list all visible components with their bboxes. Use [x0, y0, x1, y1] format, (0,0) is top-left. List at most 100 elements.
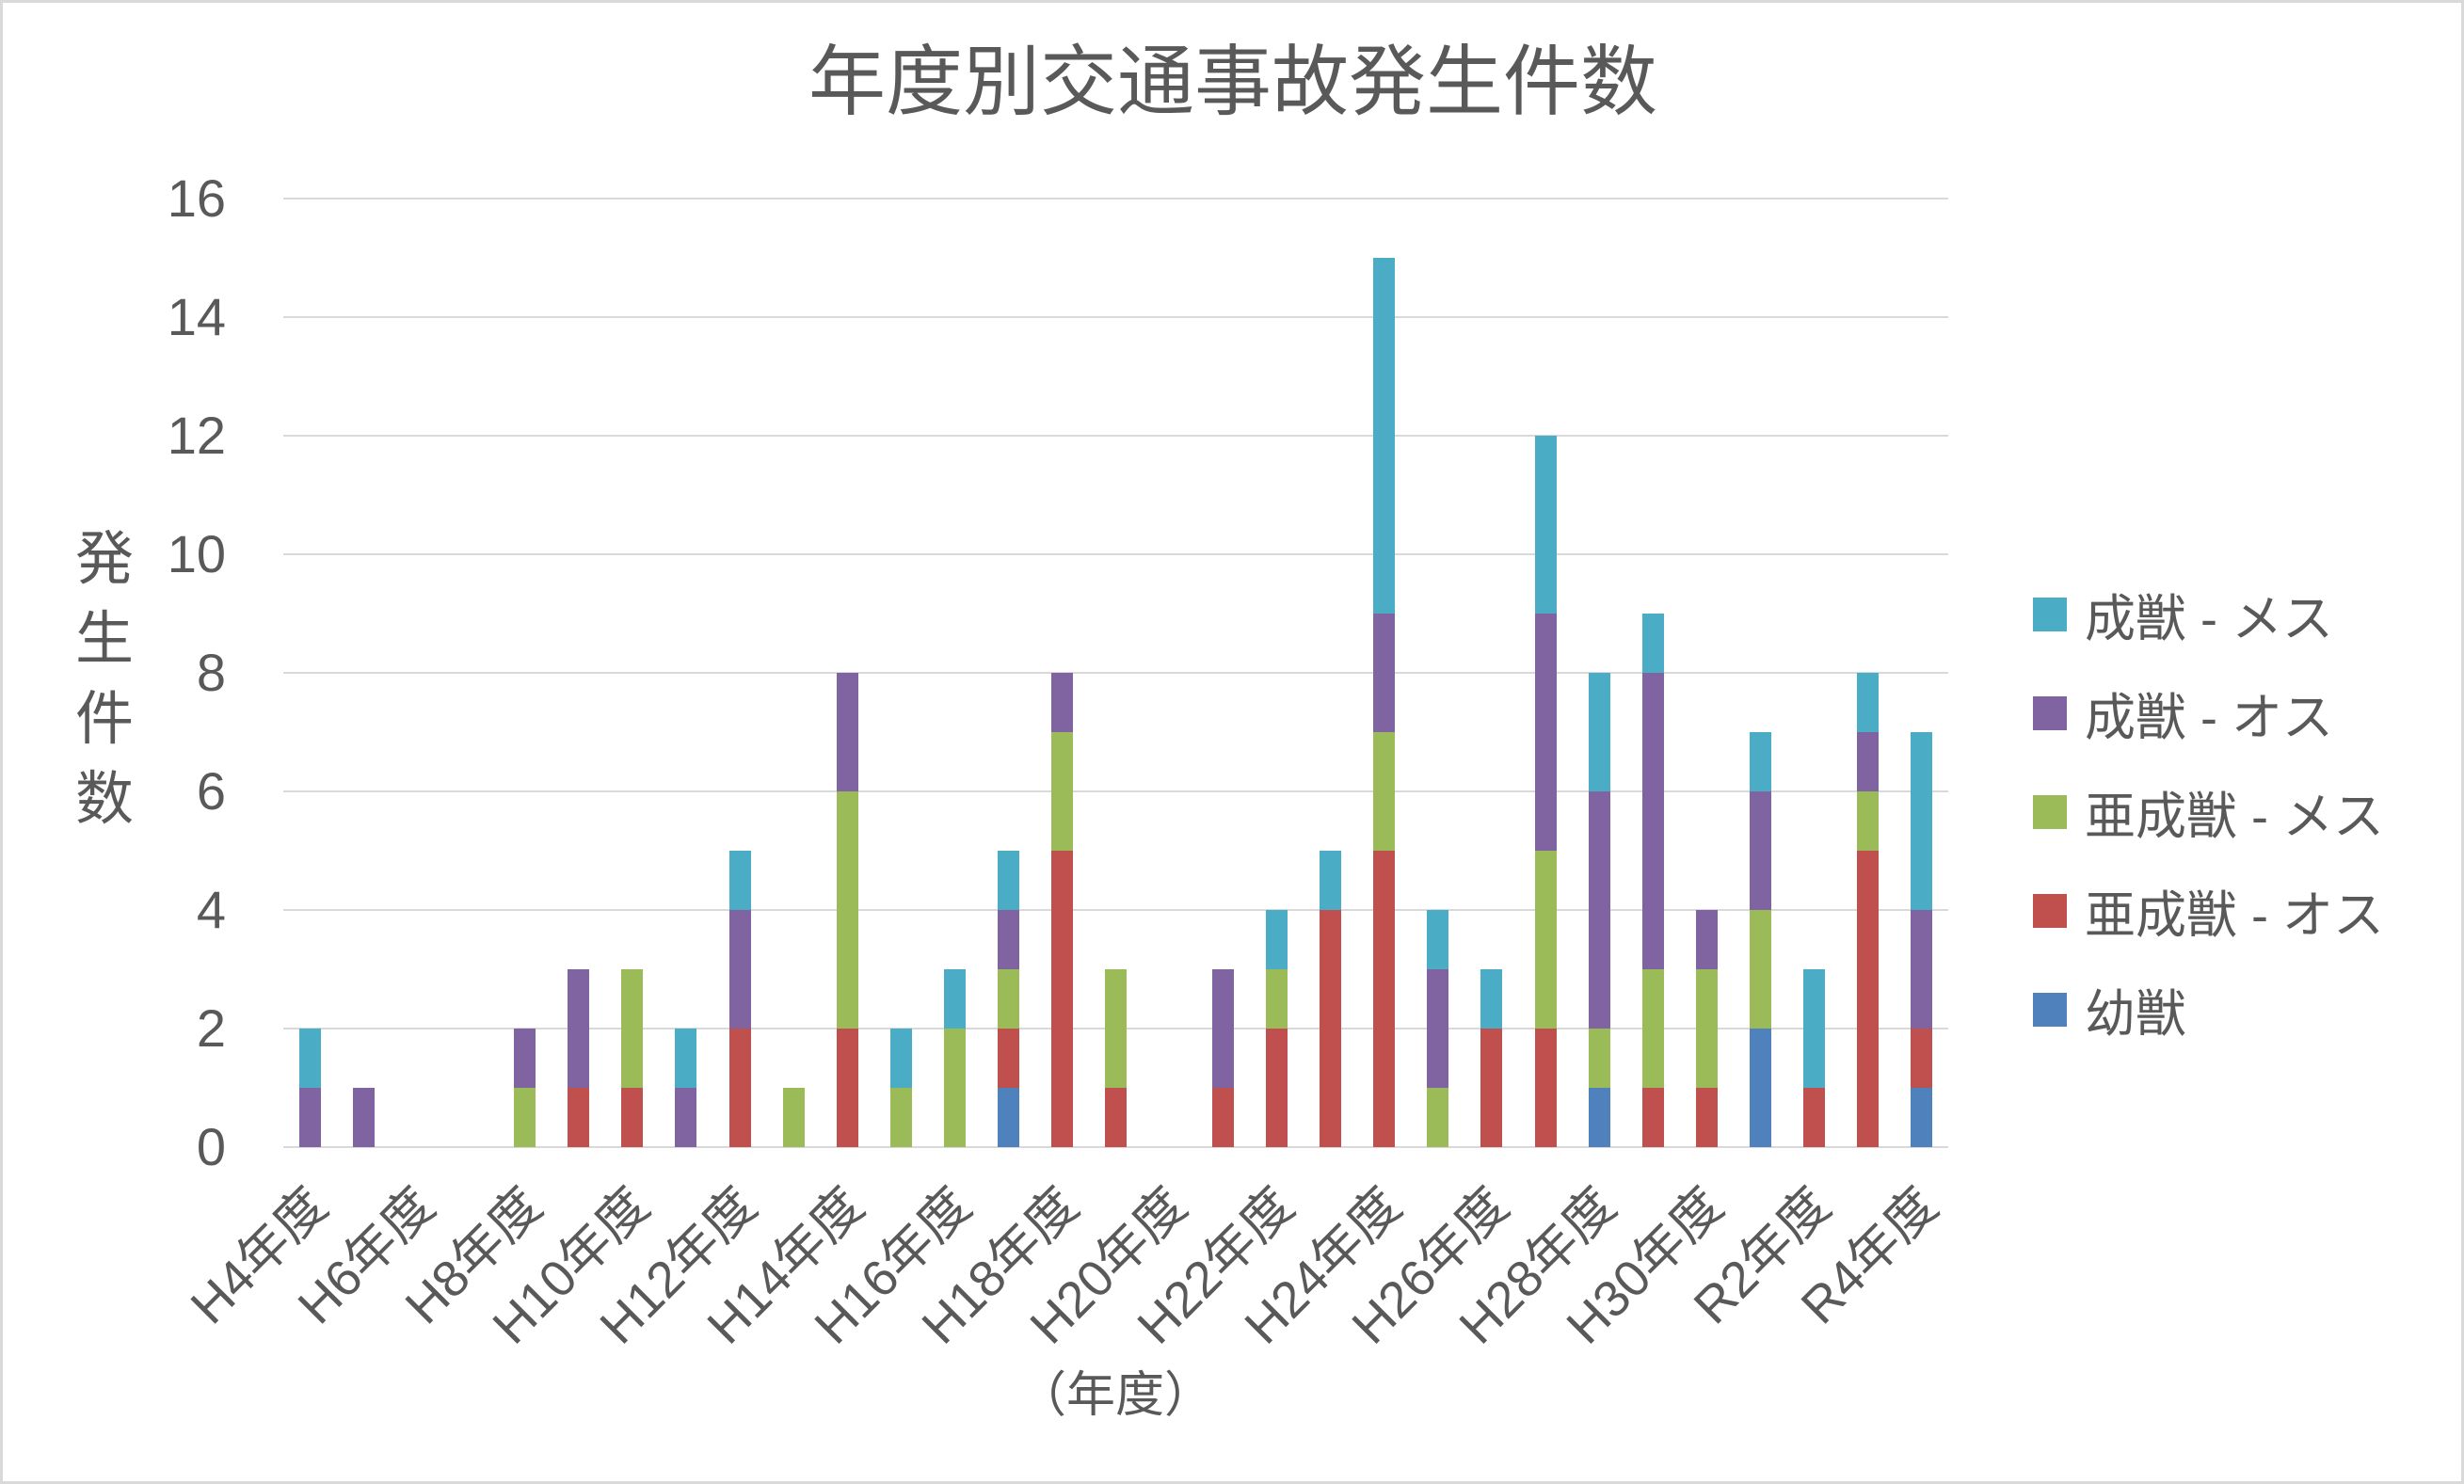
y-tick-label: 12	[167, 406, 226, 465]
bar-segment	[728, 910, 751, 1029]
y-tick-label: 2	[196, 998, 226, 1058]
bar-segment	[782, 1088, 805, 1147]
bar-stack	[728, 851, 751, 1147]
bar-segment	[836, 673, 858, 791]
bar-segment	[1749, 732, 1771, 791]
bar-segment	[1266, 910, 1288, 969]
bar-segment	[997, 1029, 1019, 1088]
bar-segment	[1910, 910, 1932, 1029]
bar-segment	[675, 1029, 697, 1088]
bar-segment	[1856, 851, 1879, 1147]
bar-stack	[943, 969, 966, 1147]
y-tick-label: 10	[167, 524, 226, 583]
gridline	[283, 316, 1948, 318]
legend: 成獣 - メス 成獣 - オス 亜成獣 - メス 亜成獣 - オス 幼獣	[2033, 565, 2447, 1059]
bar-segment	[299, 1088, 322, 1147]
bar-segment	[514, 1088, 536, 1147]
bar-stack	[1427, 910, 1449, 1147]
bar-segment	[1534, 1029, 1557, 1147]
legend-item-adult-male: 成獣 - オス	[2033, 663, 2447, 762]
bar-segment	[836, 791, 858, 1029]
bar-segment	[997, 851, 1019, 910]
bar-segment	[1320, 851, 1342, 910]
legend-swatch-icon	[2033, 794, 2067, 829]
bar-segment	[1856, 673, 1879, 732]
bar-stack	[1320, 851, 1342, 1147]
bar-stack	[568, 969, 590, 1147]
legend-swatch-icon	[2033, 695, 2067, 730]
bar-segment	[299, 1029, 322, 1088]
bar-stack	[1373, 258, 1396, 1147]
bar-segment	[1105, 969, 1127, 1088]
bar-segment	[1480, 969, 1503, 1029]
bar-stack	[1695, 910, 1718, 1147]
bar-stack	[782, 1088, 805, 1147]
gridline	[283, 790, 1948, 792]
bar-segment	[997, 1088, 1019, 1147]
bar-segment	[1749, 791, 1771, 910]
bar-stack	[997, 851, 1019, 1147]
legend-label: 成獣 - メス	[2085, 591, 2333, 647]
y-tick-label: 0	[196, 1117, 226, 1176]
legend-label: 亜成獣 - オス	[2085, 887, 2384, 944]
bar-segment	[997, 969, 1019, 1029]
bar-segment	[1105, 1088, 1127, 1147]
bar-segment	[568, 1088, 590, 1147]
bar-segment	[889, 1029, 912, 1088]
gridline	[283, 909, 1948, 911]
bar-segment	[1641, 969, 1664, 1088]
bar-segment	[1641, 614, 1664, 673]
bar-segment	[1212, 1088, 1235, 1147]
bar-stack	[514, 1029, 536, 1147]
bar-segment	[514, 1029, 536, 1088]
bar-segment	[1212, 969, 1235, 1088]
bar-stack	[1534, 436, 1557, 1147]
bar-segment	[1373, 258, 1396, 614]
bar-segment	[1050, 732, 1073, 851]
bar-segment	[1695, 969, 1718, 1088]
bar-segment	[1266, 1029, 1288, 1147]
bar-segment	[889, 1088, 912, 1147]
legend-swatch-icon	[2033, 992, 2067, 1027]
bar-stack	[1910, 732, 1932, 1147]
bar-stack	[675, 1029, 697, 1147]
bar-segment	[568, 969, 590, 1088]
bar-segment	[1534, 436, 1557, 614]
bar-stack	[1802, 969, 1825, 1147]
bar-segment	[1588, 1029, 1610, 1088]
legend-item-adult-female: 成獣 - メス	[2033, 565, 2447, 663]
chart-title: 年度別交通事故発生件数	[808, 40, 1657, 125]
gridline	[283, 198, 1948, 199]
bar-segment	[1266, 969, 1288, 1029]
bar-segment	[1427, 969, 1449, 1088]
bar-segment	[1373, 614, 1396, 732]
bar-stack	[1480, 969, 1503, 1147]
bar-segment	[353, 1088, 376, 1147]
legend-item-subadult-male: 亜成獣 - オス	[2033, 861, 2447, 960]
bar-segment	[1641, 1088, 1664, 1147]
bar-segment	[1856, 732, 1879, 791]
bar-segment	[1427, 1088, 1449, 1147]
bar-segment	[1749, 1029, 1771, 1147]
y-tick-label: 14	[167, 287, 226, 346]
bar-stack	[299, 1029, 322, 1147]
bar-segment	[1910, 1088, 1932, 1147]
bar-segment	[1588, 1088, 1610, 1147]
y-tick-label: 6	[196, 761, 226, 821]
bar-segment	[1480, 1029, 1503, 1147]
bar-stack	[353, 1088, 376, 1147]
legend-label: 幼獣	[2085, 986, 2186, 1043]
bar-segment	[997, 910, 1019, 969]
x-axis-title: （年度）	[1016, 1368, 1213, 1423]
gridline	[283, 1146, 1948, 1148]
bar-segment	[1050, 851, 1073, 1147]
bar-segment	[1050, 673, 1073, 732]
bar-segment	[943, 1029, 966, 1147]
bar-stack	[1212, 969, 1235, 1147]
bar-stack	[621, 969, 644, 1147]
bar-segment	[728, 1029, 751, 1147]
bar-segment	[1588, 791, 1610, 1029]
bar-segment	[621, 1088, 644, 1147]
bar-segment	[1534, 614, 1557, 851]
